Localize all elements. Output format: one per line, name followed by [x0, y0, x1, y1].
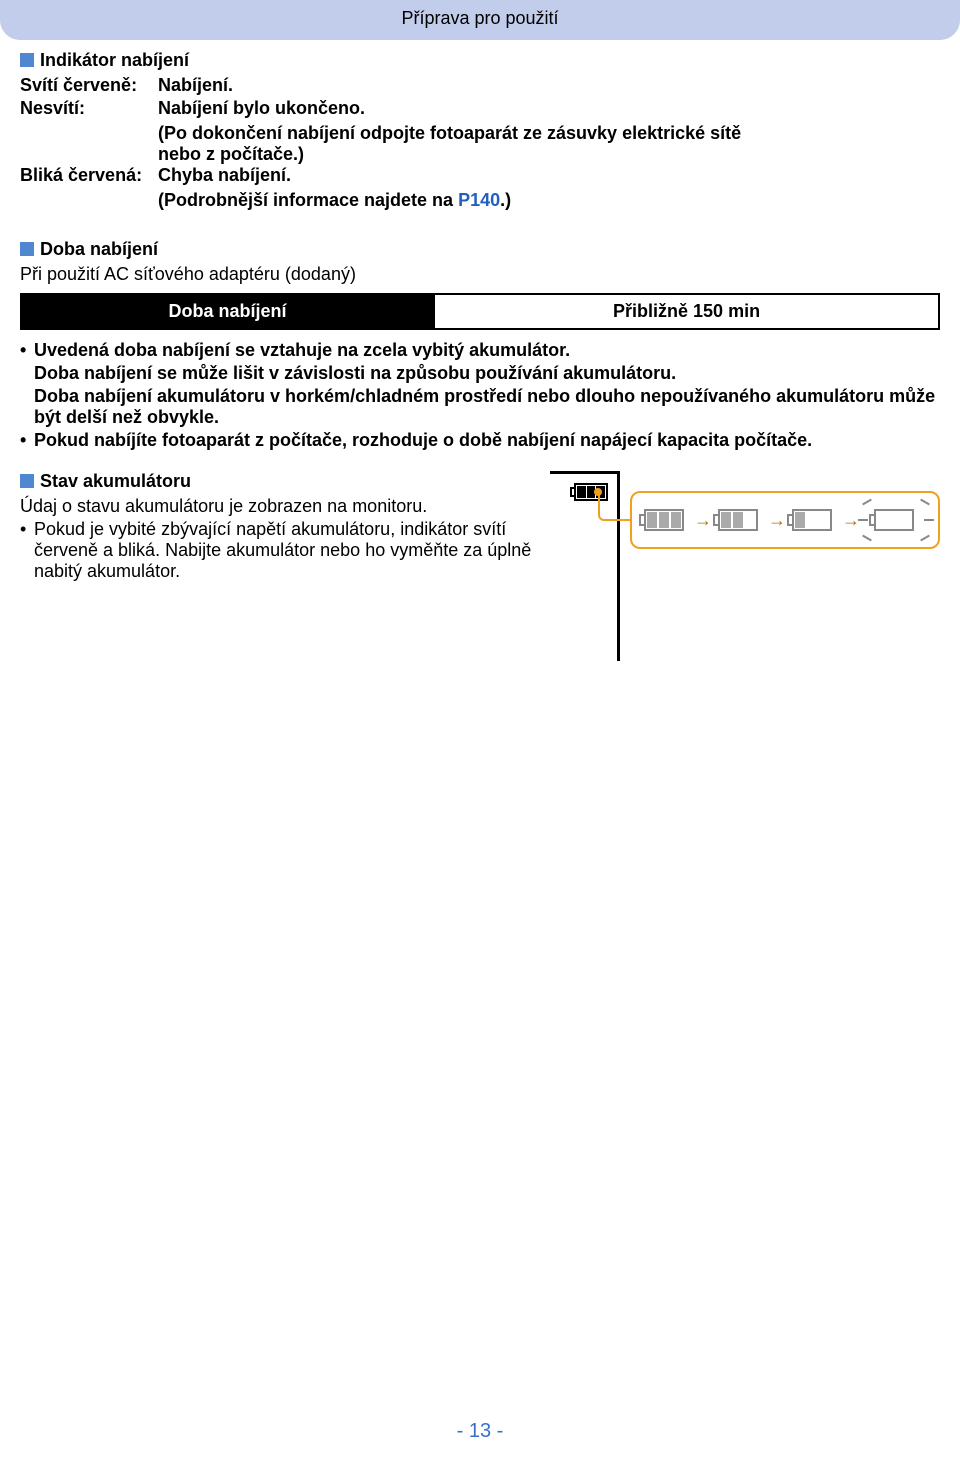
bullet-item: • Pokud je vybité zbývající napětí akumu… [20, 519, 538, 582]
callout-dot-icon [594, 488, 602, 496]
bullet-text: Pokud nabíjíte fotoaparát z počítače, ro… [34, 430, 940, 451]
dot-bullet-icon: • [20, 519, 34, 582]
paren2-prefix: (Podrobnější informace najdete na [158, 190, 458, 210]
bullet-item: • Uvedená doba nabíjení se vztahuje na z… [20, 340, 940, 361]
section-indikator: Indikátor nabíjení [20, 50, 940, 71]
paren2-suffix: .) [500, 190, 511, 210]
def-label-nesviti: Nesvítí: [20, 98, 150, 119]
section-stav: Stav akumulátoru [20, 471, 538, 492]
def-val-sviti: Nabíjení. [158, 75, 940, 96]
dot-bullet-icon: • [20, 430, 34, 451]
bullet-text: Uvedená doba nabíjení se vztahuje na zce… [34, 340, 940, 361]
battery-illustration: → → → [550, 471, 940, 661]
square-bullet-icon [20, 242, 34, 256]
battery-2bar-icon [718, 509, 762, 531]
def-val-blika: Chyba nabíjení. [158, 165, 940, 186]
heading-doba: Doba nabíjení [40, 239, 158, 259]
dot-bullet-icon: • [20, 340, 34, 361]
def-val-nesviti: Nabíjení bylo ukončeno. [158, 98, 940, 119]
paren-line-1b: nebo z počítače.) [20, 144, 940, 165]
page-number: - 13 - [0, 1420, 960, 1443]
stav-line1: Údaj o stavu akumulátoru je zobrazen na … [20, 496, 538, 517]
def-label-sviti: Svítí červeně: [20, 75, 150, 96]
link-p140[interactable]: P140 [458, 190, 500, 210]
doba-line2: Doba nabíjení akumulátoru v horkém/chlad… [34, 386, 940, 428]
section-doba: Doba nabíjení [20, 239, 940, 260]
battery-1bar-icon [792, 509, 836, 531]
indikator-def-grid: Svítí červeně: Nabíjení. Nesvítí: Nabíje… [20, 75, 940, 119]
square-bullet-icon [20, 474, 34, 488]
doba-subline: Při použití AC síťového adaptéru (dodaný… [20, 264, 940, 285]
bullet-text: Pokud je vybité zbývající napětí akumulá… [34, 519, 538, 582]
square-bullet-icon [20, 53, 34, 67]
arrow-right-icon: → [694, 510, 712, 531]
bullet-item: • Pokud nabíjíte fotoaparát z počítače, … [20, 430, 940, 451]
battery-3bar-icon [644, 509, 688, 531]
doba-line1: Doba nabíjení se může lišit v závislosti… [34, 363, 940, 384]
arrow-right-icon: → [768, 510, 786, 531]
battery-sequence-box: → → → [630, 491, 940, 549]
charging-time-table: Doba nabíjení Přibližně 150 min [20, 293, 940, 330]
paren-line-1a: (Po dokončení nabíjení odpojte fotoapará… [20, 123, 940, 144]
table-cell-label: Doba nabíjení [21, 294, 434, 329]
table-cell-value: Přibližně 150 min [434, 294, 939, 329]
indikator-def-grid-2: Bliká červená: Chyba nabíjení. [20, 165, 940, 186]
callout-line-icon [598, 491, 632, 521]
paren-line-2: (Podrobnější informace najdete na P140.) [20, 190, 940, 211]
doba-bullets: • Uvedená doba nabíjení se vztahuje na z… [20, 340, 940, 451]
heading-stav: Stav akumulátoru [40, 471, 191, 491]
heading-indikator: Indikátor nabíjení [40, 50, 189, 70]
battery-empty-flashing-icon [866, 503, 926, 537]
def-label-blika: Bliká červená: [20, 165, 150, 186]
